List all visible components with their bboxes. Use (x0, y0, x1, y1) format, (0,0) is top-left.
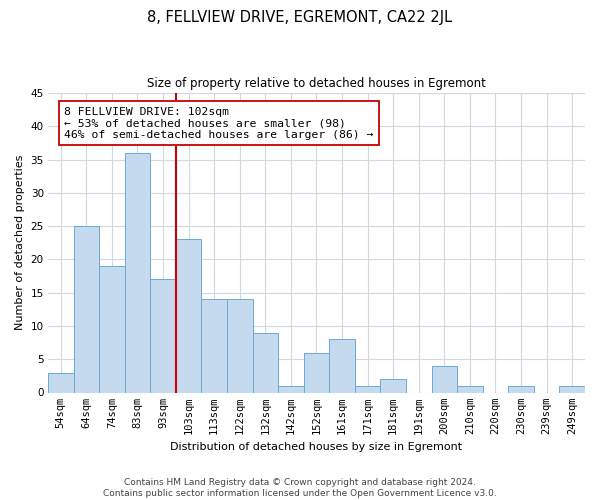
X-axis label: Distribution of detached houses by size in Egremont: Distribution of detached houses by size … (170, 442, 463, 452)
Bar (278, 386, 304, 392)
Bar (74, 226, 99, 392)
Bar (559, 386, 585, 392)
Bar (457, 386, 483, 392)
Bar (304, 352, 329, 393)
Title: Size of property relative to detached houses in Egremont: Size of property relative to detached ho… (147, 78, 486, 90)
Bar (355, 386, 380, 392)
Text: 8, FELLVIEW DRIVE, EGREMONT, CA22 2JL: 8, FELLVIEW DRIVE, EGREMONT, CA22 2JL (148, 10, 452, 25)
Bar (125, 153, 150, 392)
Bar (253, 332, 278, 392)
Bar (99, 266, 125, 392)
Bar (176, 240, 202, 392)
Bar (380, 379, 406, 392)
Bar (48, 372, 74, 392)
Bar (202, 300, 227, 392)
Text: 8 FELLVIEW DRIVE: 102sqm
← 53% of detached houses are smaller (98)
46% of semi-d: 8 FELLVIEW DRIVE: 102sqm ← 53% of detach… (64, 106, 373, 140)
Bar (431, 366, 457, 392)
Bar (227, 300, 253, 392)
Bar (329, 340, 355, 392)
Y-axis label: Number of detached properties: Number of detached properties (15, 155, 25, 330)
Bar (150, 280, 176, 392)
Bar (508, 386, 534, 392)
Text: Contains HM Land Registry data © Crown copyright and database right 2024.
Contai: Contains HM Land Registry data © Crown c… (103, 478, 497, 498)
